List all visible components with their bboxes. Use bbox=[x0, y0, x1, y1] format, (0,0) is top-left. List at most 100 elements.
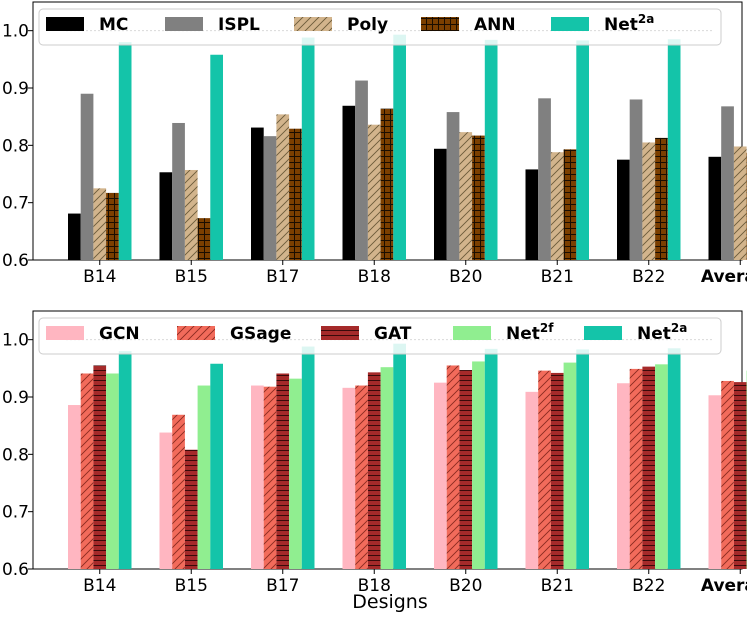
bar-gsage-b22 bbox=[630, 369, 643, 569]
legend-label-name: Net bbox=[637, 324, 671, 344]
bar-poly-b14 bbox=[93, 188, 106, 260]
bar-net-2f-b18 bbox=[381, 367, 394, 569]
x-tick-label: B20 bbox=[449, 267, 482, 287]
x-tick-label: B18 bbox=[358, 267, 391, 287]
legend-label-name: GSage bbox=[230, 324, 291, 344]
bar-ann-b18 bbox=[381, 109, 394, 260]
bar-mc-b22 bbox=[617, 160, 630, 260]
bar-ann-b21 bbox=[564, 149, 577, 260]
bar-gcn-b21 bbox=[526, 392, 539, 569]
legend-label: ISPL bbox=[218, 15, 260, 35]
legend-swatch bbox=[177, 326, 215, 340]
bar-gcn-b18 bbox=[343, 388, 356, 569]
bar-ann-b22 bbox=[655, 138, 668, 260]
legend-label: GAT bbox=[374, 324, 412, 344]
y-tick-label: 1.0 bbox=[2, 22, 29, 42]
bar-gcn-b17 bbox=[251, 386, 264, 569]
x-tick-label: B22 bbox=[632, 576, 665, 596]
bar-net-2a-b21 bbox=[576, 40, 589, 260]
bar-net-2a-b21 bbox=[576, 349, 589, 569]
bar-gcn-average bbox=[709, 395, 722, 569]
bar-net-2a-b20 bbox=[485, 349, 498, 569]
x-tick-label: B22 bbox=[632, 267, 665, 287]
bar-mc-b20 bbox=[434, 149, 447, 260]
legend-label: GCN bbox=[99, 324, 140, 344]
bar-ispl-b22 bbox=[630, 99, 643, 260]
legend-label-name: Net bbox=[604, 15, 638, 35]
bar-net-2a-b15 bbox=[210, 364, 223, 569]
legend-label-sup: 2a bbox=[638, 12, 654, 26]
bar-poly-b18 bbox=[368, 125, 381, 260]
legend-label-name: MC bbox=[99, 15, 128, 35]
y-tick-label: 0.7 bbox=[2, 503, 29, 523]
bar-ispl-b17 bbox=[264, 136, 277, 260]
legend-swatch bbox=[321, 326, 359, 340]
bar-gsage-b20 bbox=[447, 365, 460, 569]
legend-label-name: Net bbox=[506, 324, 540, 344]
bar-gsage-average bbox=[721, 381, 734, 569]
bar-net-2a-b20 bbox=[485, 40, 498, 260]
bar-ann-b14 bbox=[106, 193, 119, 260]
bar-net-2a-b17 bbox=[302, 347, 315, 569]
bar-ispl-b14 bbox=[81, 94, 94, 260]
x-tick-label: B14 bbox=[83, 576, 116, 596]
y-tick-label: 0.8 bbox=[2, 136, 29, 156]
bar-gcn-b22 bbox=[617, 383, 630, 569]
y-tick-label: 0.7 bbox=[2, 194, 29, 214]
y-tick-label: 0.8 bbox=[2, 445, 29, 465]
y-tick-label: 0.6 bbox=[2, 560, 29, 580]
bar-gat-b17 bbox=[276, 373, 289, 569]
bar-net-2a-b22 bbox=[668, 39, 681, 260]
bar-gat-average bbox=[734, 382, 747, 569]
bar-net-2f-b22 bbox=[655, 364, 668, 569]
legend-swatch bbox=[453, 326, 491, 340]
bar-mc-b17 bbox=[251, 128, 264, 260]
bar-gcn-b14 bbox=[68, 405, 81, 569]
bar-gsage-b21 bbox=[538, 371, 551, 569]
legend-label-name: Poly bbox=[347, 15, 388, 35]
bar-gcn-b20 bbox=[434, 383, 447, 569]
bar-gat-b22 bbox=[642, 367, 655, 569]
bar-poly-b21 bbox=[551, 152, 564, 260]
bar-gcn-b15 bbox=[160, 433, 173, 569]
bar-mc-b21 bbox=[526, 169, 539, 260]
bar-ispl-b18 bbox=[355, 81, 368, 260]
legend-label: ANN bbox=[474, 15, 516, 35]
legend-label-name: ANN bbox=[474, 15, 516, 35]
bar-mc-b18 bbox=[343, 106, 356, 260]
bar-net-2a-b14 bbox=[119, 42, 132, 260]
legend-label-name: ISPL bbox=[218, 15, 260, 35]
legend-label: GSage bbox=[230, 324, 291, 344]
bar-net-2a-b22 bbox=[668, 348, 681, 569]
legend-swatch bbox=[421, 17, 459, 31]
legend-swatch bbox=[46, 17, 84, 31]
bar-ispl-b20 bbox=[447, 112, 460, 260]
x-tick-label: Average bbox=[701, 576, 747, 596]
y-tick-label: 0.9 bbox=[2, 79, 29, 99]
bar-gsage-b14 bbox=[81, 373, 94, 569]
bar-gsage-b15 bbox=[172, 415, 185, 569]
bar-mc-average bbox=[709, 157, 722, 260]
x-tick-label: B14 bbox=[83, 267, 116, 287]
bar-poly-b17 bbox=[276, 114, 289, 260]
bar-net-2a-b18 bbox=[393, 344, 406, 569]
bar-ann-b17 bbox=[289, 129, 302, 260]
legend-swatch bbox=[584, 326, 622, 340]
x-tick-label: B15 bbox=[175, 576, 208, 596]
bar-ispl-b15 bbox=[172, 123, 185, 260]
legend-swatch bbox=[551, 17, 589, 31]
x-tick-label: B21 bbox=[541, 267, 574, 287]
bar-mc-b15 bbox=[160, 172, 173, 260]
legend-swatch bbox=[294, 17, 332, 31]
bar-ann-b20 bbox=[472, 136, 485, 260]
bar-gat-b18 bbox=[368, 372, 381, 569]
bar-ispl-average bbox=[721, 106, 734, 260]
legend-label-sup: 2a bbox=[671, 321, 687, 335]
bar-poly-b20 bbox=[459, 132, 472, 260]
bar-net-2f-b14 bbox=[106, 373, 119, 569]
bar-mc-b14 bbox=[68, 214, 81, 260]
